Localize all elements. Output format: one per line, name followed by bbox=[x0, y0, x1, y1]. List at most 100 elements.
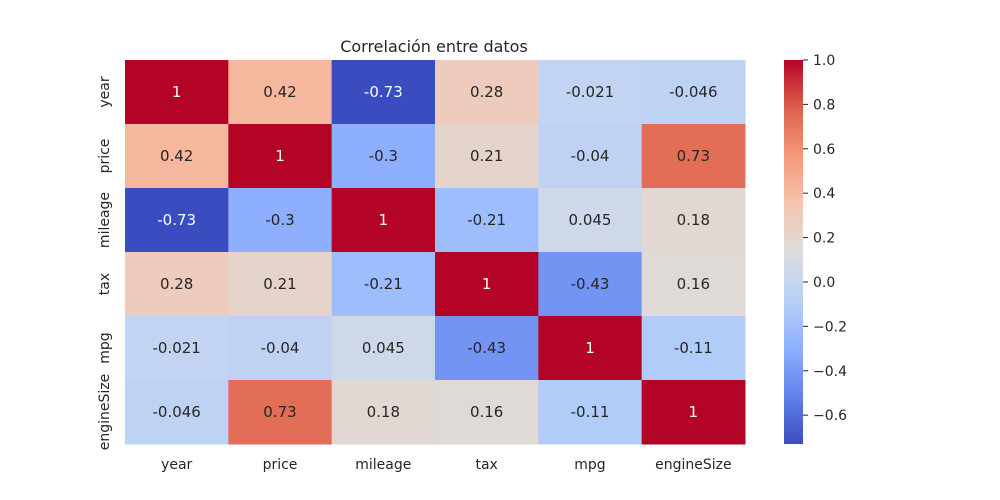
cell-value-label: -0.021 bbox=[566, 83, 614, 101]
cell-value-label: -0.021 bbox=[152, 339, 200, 357]
y-tick-label: mpg bbox=[97, 332, 113, 363]
x-tick-label: year bbox=[161, 457, 192, 473]
heatmap-cell bbox=[641, 252, 746, 317]
y-tick-label: tax bbox=[97, 273, 113, 295]
cell-value-label: 1 bbox=[379, 211, 389, 229]
cell-value-label: 1 bbox=[689, 403, 699, 421]
colorbar: 1.0 0.8 0.6 0.4 0.2 0.0 −0.2 −0.4 −0.6 bbox=[784, 53, 847, 444]
y-tick-label: year bbox=[97, 76, 113, 107]
heatmap-cell bbox=[228, 252, 333, 317]
y-tick-label: price bbox=[97, 139, 113, 174]
x-tick-label: tax bbox=[475, 457, 497, 473]
x-tick-label: engineSize bbox=[655, 457, 732, 473]
heatmap-cell bbox=[125, 380, 229, 445]
chart-title: Correlación entre datos bbox=[340, 37, 528, 56]
cell-value-label: 0.18 bbox=[367, 403, 400, 421]
colorbar-tick-label: 0.6 bbox=[813, 142, 835, 158]
cell-value-label: 0.42 bbox=[160, 147, 193, 165]
x-tick-label: mpg bbox=[574, 457, 605, 473]
y-tick-label: engineSize bbox=[97, 374, 113, 451]
heatmap-cell bbox=[331, 316, 436, 381]
heatmap-cell bbox=[331, 60, 436, 125]
heatmap-cell bbox=[125, 316, 229, 381]
heatmap-cell bbox=[641, 188, 746, 253]
cell-value-label: -0.43 bbox=[571, 275, 610, 293]
cell-value-label: 1 bbox=[482, 275, 492, 293]
heatmap-cell bbox=[435, 252, 539, 317]
colorbar-tick-label: 0.0 bbox=[813, 275, 835, 291]
colorbar-tick-label: 1.0 bbox=[813, 53, 835, 69]
heatmap-cell bbox=[538, 316, 643, 381]
heatmap-cell bbox=[331, 380, 436, 445]
heatmap-cell bbox=[435, 316, 539, 381]
colorbar-tick-label: 0.8 bbox=[813, 97, 835, 113]
cell-value-label: -0.11 bbox=[674, 339, 713, 357]
cell-value-label: -0.04 bbox=[571, 147, 610, 165]
cell-value-label: 0.16 bbox=[677, 275, 710, 293]
heatmap-cell bbox=[641, 380, 746, 445]
heatmap-cell bbox=[228, 380, 333, 445]
colorbar-tick-label: −0.6 bbox=[813, 408, 847, 424]
cell-value-label: 0.18 bbox=[677, 211, 710, 229]
heatmap-cell bbox=[125, 60, 229, 125]
cell-value-label: 0.21 bbox=[470, 147, 503, 165]
x-tick-label: price bbox=[263, 457, 298, 473]
heatmap-cell bbox=[538, 380, 643, 445]
x-tick-label: mileage bbox=[355, 457, 411, 473]
cell-value-label: -0.73 bbox=[157, 211, 196, 229]
cell-value-label: -0.11 bbox=[571, 403, 610, 421]
heatmap-cell bbox=[125, 252, 229, 317]
heatmap-cell bbox=[641, 60, 746, 125]
heatmap-cell bbox=[435, 60, 539, 125]
heatmap-cell bbox=[538, 60, 643, 125]
colorbar-gradient bbox=[784, 60, 803, 444]
colorbar-tick-label: −0.2 bbox=[813, 319, 847, 335]
heatmap-cell bbox=[641, 316, 746, 381]
cell-value-label: 1 bbox=[585, 339, 595, 357]
heatmap-cell bbox=[538, 188, 643, 253]
cell-value-label: -0.046 bbox=[669, 83, 717, 101]
cell-value-label: 0.045 bbox=[569, 211, 612, 229]
y-tick-label: mileage bbox=[97, 192, 113, 248]
cell-value-label: 0.21 bbox=[263, 275, 296, 293]
cell-value-label: 1 bbox=[172, 83, 182, 101]
cell-value-label: 0.16 bbox=[470, 403, 503, 421]
colorbar-tick-label: 0.4 bbox=[813, 186, 835, 202]
cell-value-label: -0.046 bbox=[152, 403, 200, 421]
heatmap-cell bbox=[228, 316, 333, 381]
heatmap-cell bbox=[435, 188, 539, 253]
heatmap-cell bbox=[641, 124, 746, 189]
heatmap-cell bbox=[435, 124, 539, 189]
cell-value-label: 0.73 bbox=[677, 147, 710, 165]
cell-value-label: 0.73 bbox=[263, 403, 296, 421]
colorbar-tick-label: −0.4 bbox=[813, 364, 847, 380]
heatmap-cell bbox=[125, 188, 229, 253]
heatmap-cell bbox=[228, 60, 333, 125]
cell-value-label: -0.3 bbox=[265, 211, 294, 229]
cell-value-label: -0.21 bbox=[467, 211, 506, 229]
heatmap-cell bbox=[435, 380, 539, 445]
x-axis-tick-labels: year price mileage tax mpg engineSize bbox=[161, 457, 732, 473]
heatmap-cell bbox=[538, 252, 643, 317]
cell-value-label: 0.28 bbox=[160, 275, 193, 293]
heatmap-cell bbox=[331, 252, 436, 317]
cell-value-label: 0.28 bbox=[470, 83, 503, 101]
heatmap-cell bbox=[331, 188, 436, 253]
heatmap-cell bbox=[125, 124, 229, 189]
cell-value-label: 0.045 bbox=[362, 339, 405, 357]
y-axis-tick-labels: year price mileage tax mpg engineSize bbox=[97, 76, 113, 450]
heatmap-cell bbox=[331, 124, 436, 189]
cell-value-label: 0.42 bbox=[263, 83, 296, 101]
heatmap-cell bbox=[228, 188, 333, 253]
cell-value-label: -0.3 bbox=[369, 147, 398, 165]
heatmap-cell bbox=[228, 124, 333, 189]
cell-value-label: -0.04 bbox=[261, 339, 300, 357]
cell-value-label: 1 bbox=[275, 147, 285, 165]
cell-value-label: -0.73 bbox=[364, 83, 403, 101]
cell-value-label: -0.43 bbox=[467, 339, 506, 357]
colorbar-tick-label: 0.2 bbox=[813, 231, 835, 247]
heatmap-cells: 1 0.42 -0.73 0.28 -0.021 -0.046 0.42 1 -0.3 0.21 -… bbox=[125, 60, 746, 445]
heatmap-cell bbox=[538, 124, 643, 189]
cell-value-label: -0.21 bbox=[364, 275, 403, 293]
